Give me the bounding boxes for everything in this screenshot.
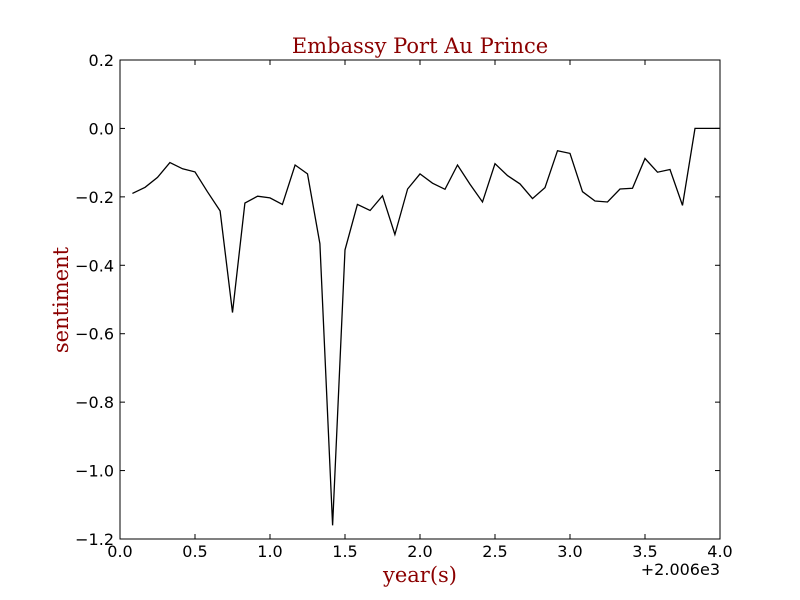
y-tick-label: −1.0 (75, 462, 114, 481)
y-tick-label: −0.2 (75, 188, 114, 207)
plot-area (132, 127, 720, 526)
x-tick-label: 0.5 (182, 542, 207, 561)
y-tick-label: −0.6 (75, 325, 114, 344)
y-tick-label: −0.4 (75, 256, 114, 275)
chart-title: Embassy Port Au Prince (292, 34, 548, 58)
y-tick-label: 0.0 (89, 119, 114, 138)
x-axis-offset-label: +2.006e3 (641, 560, 720, 579)
x-tick-label: 0.0 (107, 542, 132, 561)
x-tick-label: 2.0 (407, 542, 432, 561)
x-tick-label: 3.5 (632, 542, 657, 561)
y-axis-label: sentiment (49, 246, 73, 353)
series-line-0 (132, 127, 720, 526)
x-tick-label: 3.0 (557, 542, 582, 561)
x-axis-label: year(s) (382, 563, 457, 587)
y-tick-label: −0.8 (75, 393, 114, 412)
y-tick-label: −1.2 (75, 530, 114, 549)
x-tick-label: 1.0 (257, 542, 282, 561)
axis-ticks: 0.0 0.5 1.0 1.5 2.0 2.5 3.0 3.5 4.0 0.2 0.0 −0.2 −0.… (75, 51, 733, 561)
x-tick-label: 2.5 (482, 542, 507, 561)
x-tick-label: 1.5 (332, 542, 357, 561)
x-tick-label: 4.0 (707, 542, 732, 561)
y-tick-label: 0.2 (89, 51, 114, 70)
